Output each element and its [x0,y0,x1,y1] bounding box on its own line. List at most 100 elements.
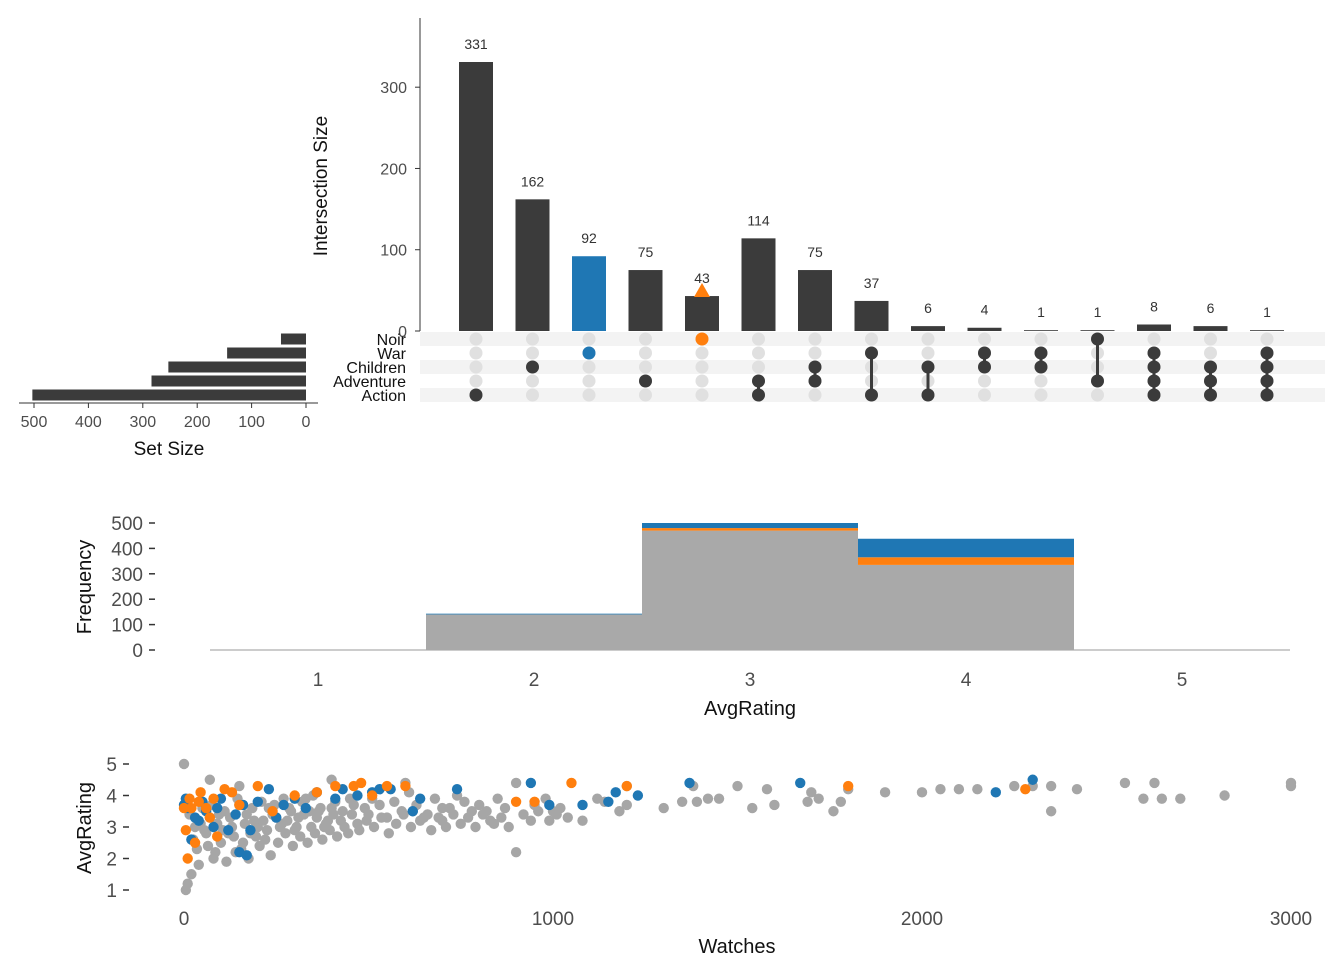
scatter-point [381,780,393,792]
y-tick-label: 200 [111,590,143,611]
matrix-dot-inactive [808,332,822,346]
scatter-point [390,818,402,830]
x-tick-label: 100 [238,414,265,431]
scatter-point [208,793,219,804]
scatter-point [426,824,437,836]
matrix-dot-inactive [695,346,709,360]
scatter-point [331,831,343,842]
matrix-dot-inactive [582,332,596,346]
y-tick-label: 100 [111,616,143,637]
x-tick-label: 3 [745,670,756,691]
scatter-point [328,809,339,820]
scatter-point [462,812,474,823]
scatter-point [330,780,341,792]
scatter-point [178,802,190,814]
scatter-point [610,787,621,798]
matrix-dot-inactive [752,360,765,374]
matrix-dot-active [978,346,991,360]
x-tick-label: 0 [302,414,311,431]
bar-value-label: 8 [1150,298,1158,314]
scatter-point [577,815,588,826]
scatter-point [843,780,854,792]
scatter-point [352,790,363,801]
matrix-dot-inactive [1034,332,1048,346]
matrix-dot-inactive [978,332,991,346]
scatter-point [389,796,400,807]
scatter-point [186,869,197,880]
scatter-point [1156,793,1168,804]
scatter-point [802,796,813,807]
matrix-dot-active [1204,374,1217,388]
scatter-point [1138,793,1149,804]
scatter-point [1045,806,1057,817]
scatter-point [806,787,817,798]
matrix-dot-inactive [526,346,539,360]
y-tick-label: 200 [380,161,407,178]
scatter-point [278,799,289,811]
scatter-point [732,780,743,792]
intersection-bar [854,300,889,331]
matrix-dot-active [865,388,878,402]
scatter-point [621,780,632,792]
scatter-point [210,847,221,858]
x-tick-label: 200 [184,414,211,431]
scatter-point [202,840,214,852]
scatter-point [769,799,780,811]
scatter-point [221,856,232,867]
bar-value-label: 1 [1094,304,1102,320]
scatter-point [603,796,614,807]
scatter-point [289,790,300,801]
x-tick-label: 5 [1177,670,1188,691]
matrix-dot-inactive [639,388,652,402]
set-label: Action [362,388,406,405]
x-axis-title: Watches [698,936,775,958]
scatter-point [234,780,245,792]
scatter-point [713,793,725,804]
scatter-point [212,802,223,814]
y-axis-title: AvgRating [74,782,96,874]
scatter-point [437,802,448,814]
x-tick-label: 4 [961,670,972,691]
scatter-point [337,806,348,817]
scatter-point [935,784,946,795]
bar-value-label: 75 [807,244,823,260]
scatter-point [684,777,695,789]
scatter-point [1219,790,1230,801]
scatter-point [499,802,511,814]
scatter-point [544,799,555,811]
matrix-dot-inactive [808,388,822,402]
scatter-point [254,840,265,852]
scatter-point [182,853,193,864]
scatter-point [1071,784,1083,795]
bar-value-label: 4 [981,302,989,318]
bar-value-label: 114 [747,212,770,228]
scatter-point [189,812,201,823]
scatter-point [383,828,394,839]
intersection-bar [572,256,606,331]
matrix-dot-inactive [469,360,483,374]
matrix-dot-active [808,374,822,388]
scatter-point [813,793,824,804]
scatter-point [474,799,485,811]
intersection-bar [798,270,832,331]
matrix-dot-active [1260,346,1274,360]
matrix-dot-inactive [865,332,878,346]
scatter-point [241,850,252,861]
scatter-point [455,818,466,830]
scatter-point [180,884,192,896]
matrix-dot-inactive [1260,332,1274,346]
scatter-point [258,815,269,826]
set-size-bar [32,389,306,401]
scatter-point [309,828,321,839]
matrix-dot-active [526,360,539,374]
histogram-bar [642,528,858,531]
set-size-panel: 500 400 300 200 100 0 Set Size [19,333,318,460]
scatter-point [448,809,459,820]
scatter-point [291,821,302,833]
scatter-point [272,837,284,848]
matrix-dot-inactive [469,374,483,388]
matrix-dot-inactive [639,346,652,360]
matrix-dot-active [1260,360,1274,374]
scatter-point [193,796,204,807]
